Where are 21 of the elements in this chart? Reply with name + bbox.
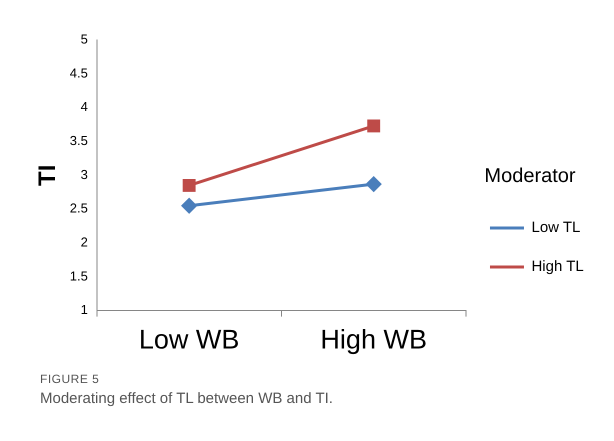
y-tick-label: 4 <box>80 99 88 114</box>
y-axis-title: TI <box>34 164 62 186</box>
y-tick-label: 3 <box>80 166 88 182</box>
legend-title: Moderator <box>484 165 576 188</box>
text: Moderating effect of TL between WB and TI. <box>40 390 333 407</box>
y-tick-label: 1 <box>80 302 88 318</box>
x-tick-label: High WB <box>320 324 427 354</box>
y-tick-label: 4.5 <box>70 65 88 80</box>
point <box>182 198 197 214</box>
legend-label: High TL <box>531 258 584 276</box>
point <box>367 119 380 132</box>
y-tick-label: 2.5 <box>70 200 88 216</box>
point <box>366 176 382 192</box>
y-tick-label: 1.5 <box>70 268 88 284</box>
y-tick-label: 3.5 <box>70 133 88 148</box>
point <box>182 179 196 192</box>
x-tick-label: Low WB <box>138 324 240 354</box>
y-tick-label: 5 <box>80 32 88 47</box>
legend-label: Low TL <box>531 219 580 236</box>
caption: FIGURE 5 <box>40 372 100 386</box>
y-tick-label: 2 <box>80 234 88 250</box>
